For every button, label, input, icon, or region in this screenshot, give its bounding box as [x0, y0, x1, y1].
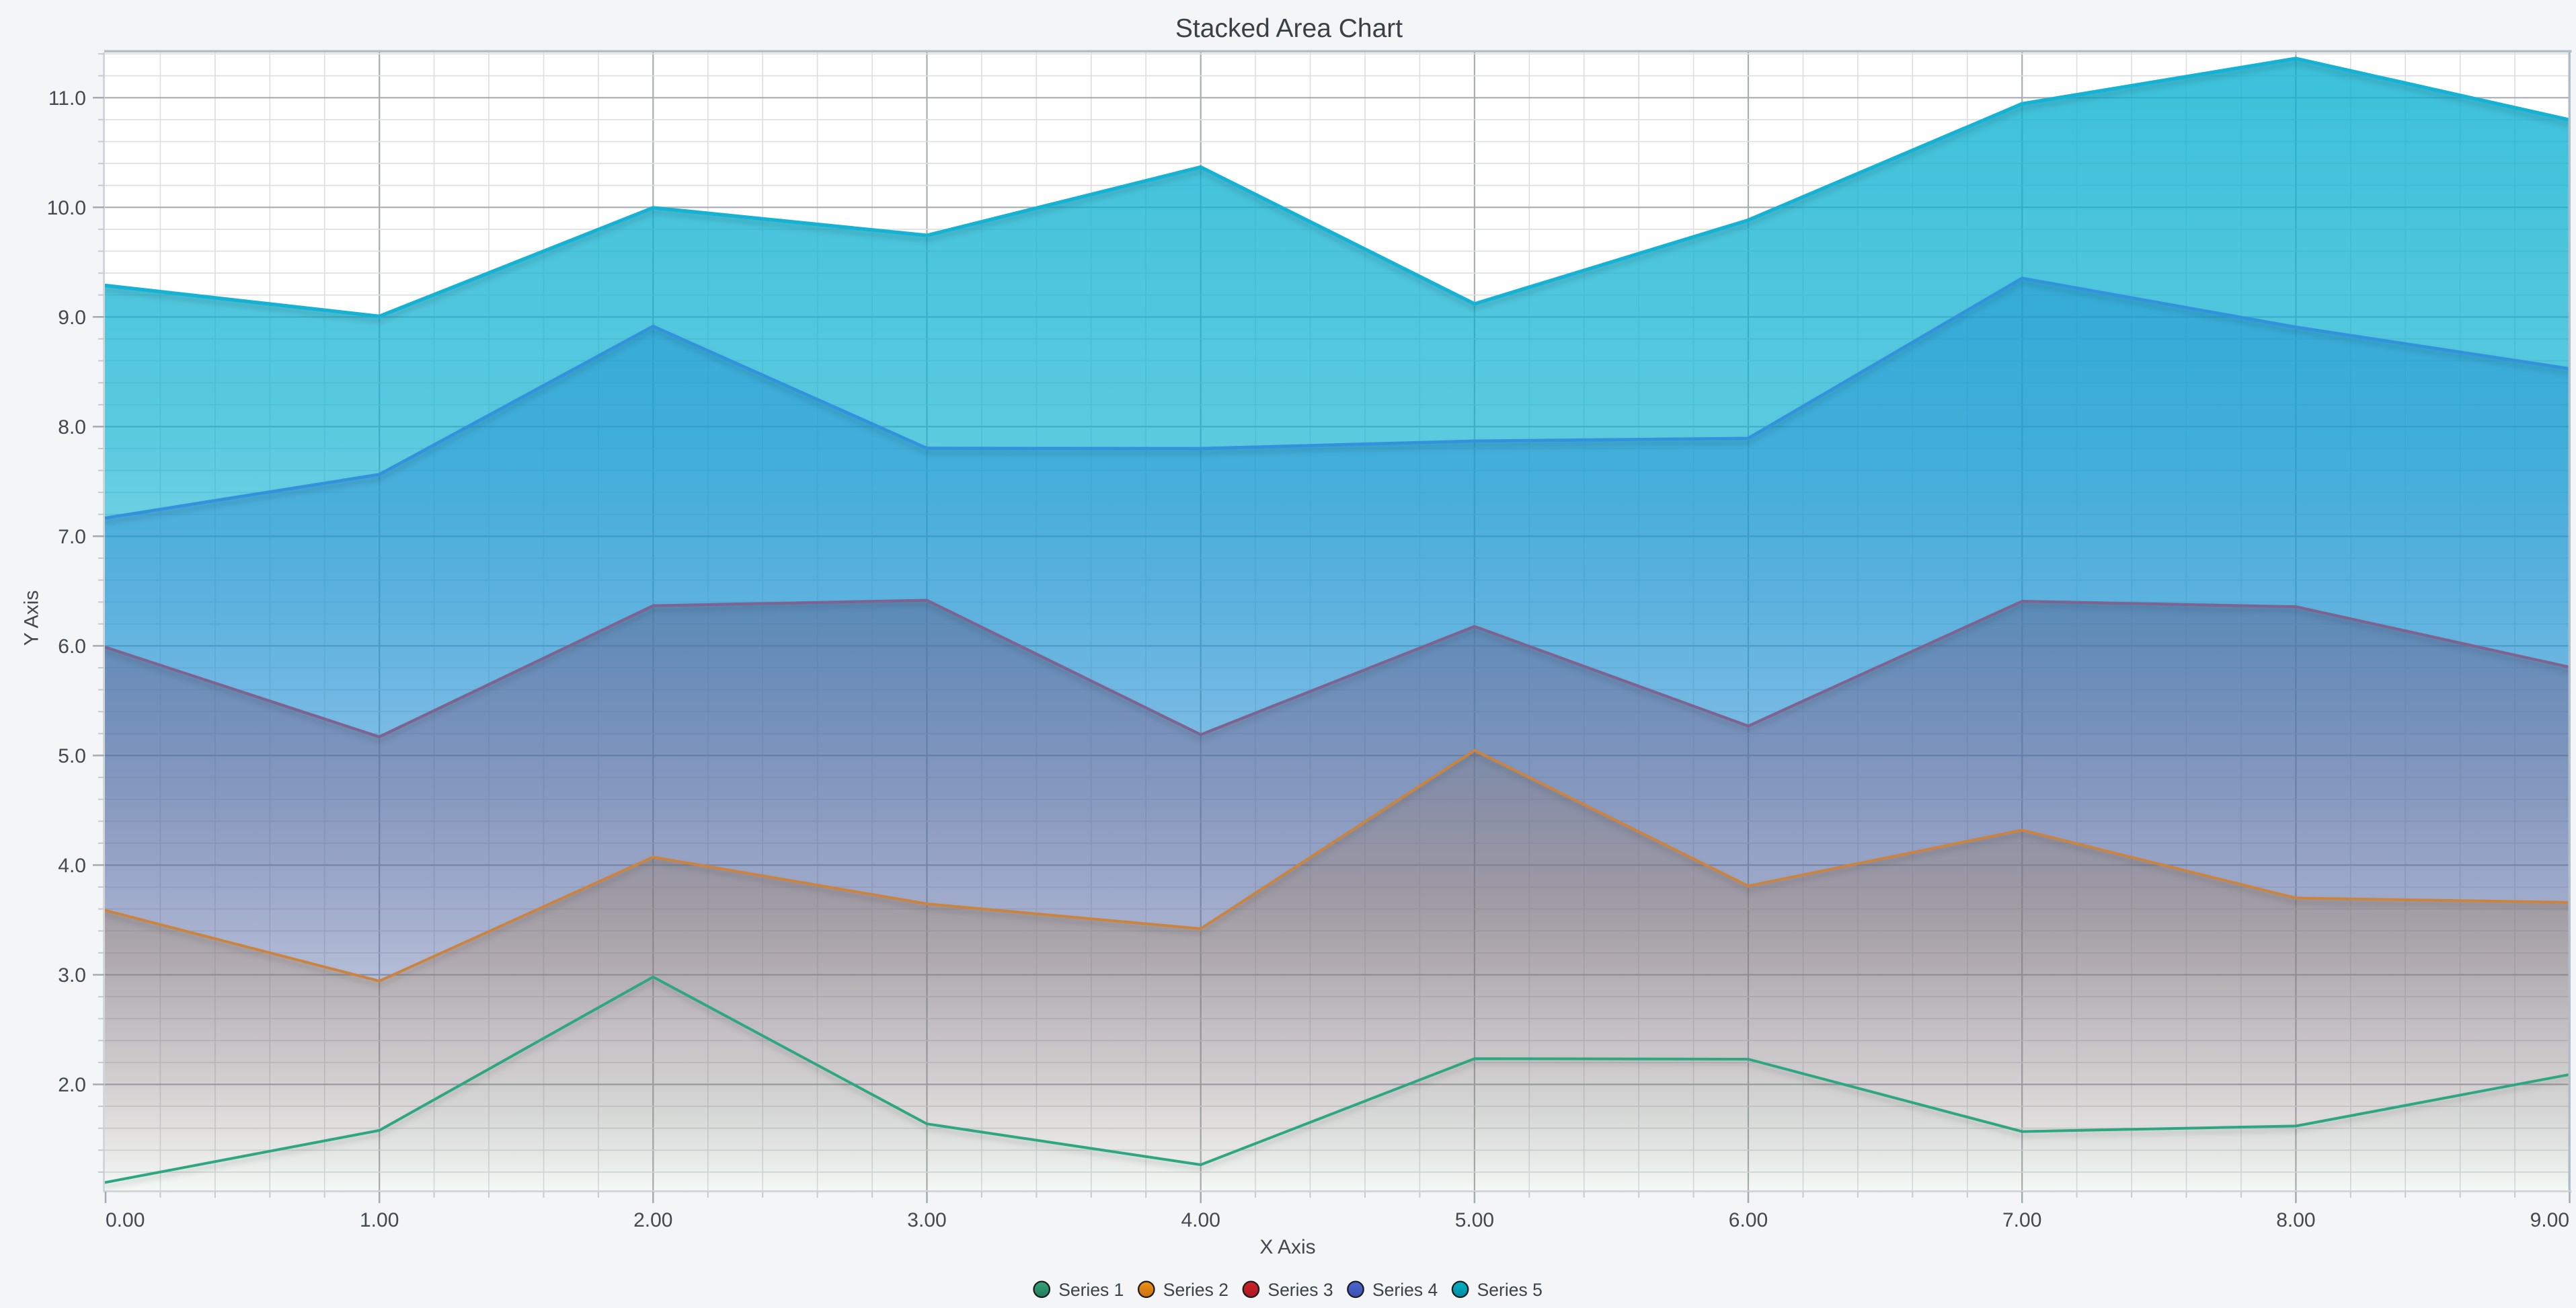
svg-text:2.0: 2.0: [58, 1074, 86, 1096]
svg-text:Series 3: Series 3: [1267, 1280, 1333, 1300]
svg-text:7.00: 7.00: [2002, 1209, 2041, 1231]
svg-text:8.0: 8.0: [58, 416, 86, 438]
svg-text:4.0: 4.0: [58, 855, 86, 877]
svg-text:5.0: 5.0: [58, 745, 86, 767]
svg-text:1.00: 1.00: [360, 1209, 399, 1231]
svg-text:0.00: 0.00: [106, 1209, 145, 1231]
svg-text:Series 2: Series 2: [1163, 1280, 1228, 1300]
svg-text:Series 5: Series 5: [1477, 1280, 1543, 1300]
svg-text:10.0: 10.0: [47, 197, 86, 219]
svg-text:9.00: 9.00: [2530, 1209, 2569, 1231]
svg-text:Y Axis: Y Axis: [21, 590, 43, 646]
svg-text:3.00: 3.00: [907, 1209, 946, 1231]
svg-text:Series 4: Series 4: [1372, 1280, 1438, 1300]
svg-text:7.0: 7.0: [58, 526, 86, 548]
svg-text:8.00: 8.00: [2276, 1209, 2315, 1231]
svg-text:11.0: 11.0: [48, 87, 86, 110]
svg-text:9.0: 9.0: [58, 307, 86, 329]
svg-text:6.00: 6.00: [1729, 1209, 1768, 1231]
svg-text:3.0: 3.0: [58, 964, 86, 987]
svg-text:6.0: 6.0: [58, 636, 86, 658]
svg-text:5.00: 5.00: [1455, 1209, 1494, 1231]
svg-text:X Axis: X Axis: [1259, 1236, 1315, 1258]
svg-text:Series 1: Series 1: [1058, 1280, 1124, 1300]
svg-text:4.00: 4.00: [1181, 1209, 1220, 1231]
svg-text:Stacked Area Chart: Stacked Area Chart: [1175, 14, 1403, 43]
svg-text:2.00: 2.00: [633, 1209, 672, 1231]
